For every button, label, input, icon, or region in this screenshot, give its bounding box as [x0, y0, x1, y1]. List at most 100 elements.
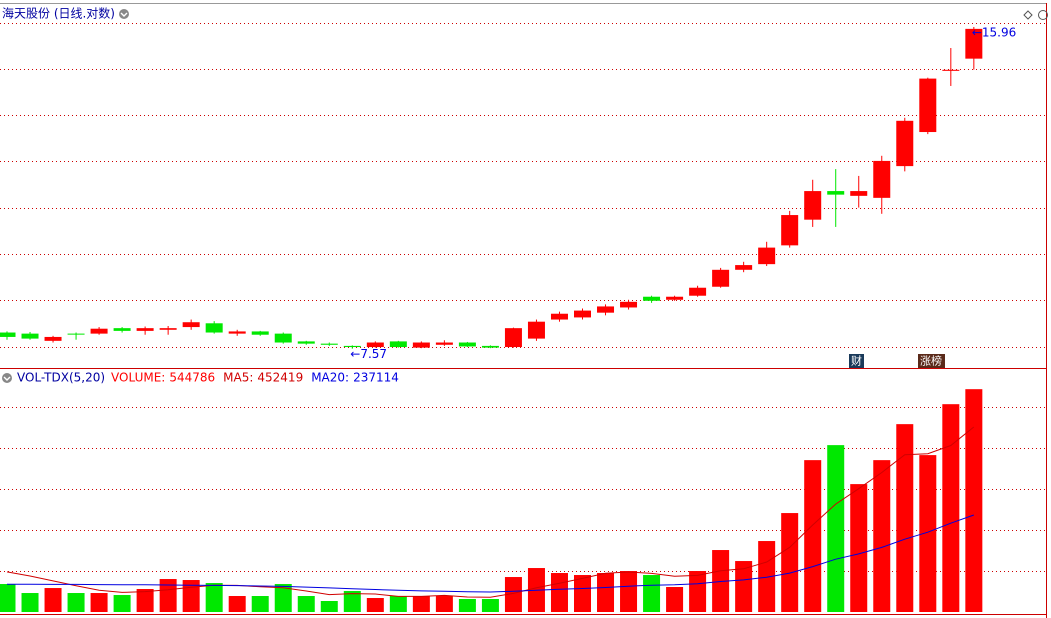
legend-value: 544786 — [169, 371, 215, 385]
candle-body — [113, 328, 131, 331]
volume-bar — [366, 598, 384, 612]
candle-body — [481, 345, 499, 348]
volume-bar — [689, 571, 707, 612]
candle-body — [850, 191, 868, 196]
volume-bar — [136, 589, 154, 612]
candle-body — [67, 333, 85, 335]
ma-line — [6, 426, 975, 598]
candle-body — [942, 69, 960, 71]
legend-value: 237114 — [353, 371, 399, 385]
volume-bar — [389, 596, 407, 612]
candle-body — [251, 331, 269, 335]
volume-bar — [896, 424, 914, 612]
candle-body — [343, 345, 361, 348]
volume-bar — [159, 579, 177, 612]
volume-bar — [343, 591, 361, 612]
candle-body — [873, 160, 891, 198]
candle-body — [643, 296, 661, 301]
candle-body — [689, 287, 707, 296]
settings-icon[interactable] — [1038, 10, 1048, 20]
volume-bar — [274, 584, 292, 612]
candle-body — [205, 323, 223, 333]
volume-bar — [205, 583, 223, 612]
volume-bar — [965, 389, 983, 612]
candle-body — [458, 342, 476, 347]
volume-bar — [21, 593, 39, 612]
chart-title: 海天股份 (日线.对数) — [2, 6, 115, 21]
candle-body — [712, 269, 730, 287]
volume-bar — [90, 593, 108, 612]
candle-body — [297, 341, 315, 344]
price-annotation: ←7.57 — [350, 347, 387, 361]
volume-bar — [481, 598, 499, 612]
title-menu-arrow — [120, 12, 128, 17]
candle-body — [366, 342, 384, 348]
volume-bar — [412, 596, 430, 612]
volume-bar — [0, 584, 16, 612]
diamond-icon[interactable] — [1023, 10, 1033, 20]
candle-body — [804, 191, 822, 220]
volume-title: VOL-TDX(5,20) — [17, 371, 105, 385]
volume-bar — [228, 596, 246, 612]
legend-name: MA5: — [223, 371, 253, 385]
volume-bar — [550, 573, 568, 612]
marker-text: 涨榜 — [920, 354, 942, 368]
legend-value: 452419 — [257, 371, 303, 385]
candle-body — [574, 310, 591, 318]
candle-body — [527, 321, 545, 339]
marker-text: 财 — [851, 354, 862, 368]
volume-bar — [735, 561, 753, 612]
volume-bar — [942, 404, 960, 612]
ma-line — [7, 514, 974, 593]
title-menu-icon[interactable] — [119, 9, 129, 19]
candle-body — [412, 342, 430, 348]
candle-body — [827, 191, 845, 195]
volume-bar — [251, 596, 269, 612]
candle-body — [597, 306, 615, 313]
volume-bar — [666, 587, 684, 612]
candle-body — [274, 333, 292, 343]
candle-body — [44, 336, 62, 341]
candle-body — [136, 328, 154, 331]
candle-body — [965, 28, 983, 59]
volume-bar — [574, 575, 591, 612]
volume-bar — [804, 460, 822, 612]
volume-bar — [297, 596, 315, 612]
volume-bar — [643, 575, 661, 612]
volume-bar — [850, 484, 868, 612]
candle-body — [159, 328, 177, 330]
candle-body — [735, 265, 753, 270]
volume-bar — [620, 571, 638, 612]
volume-bar — [919, 455, 937, 612]
candle-body — [0, 332, 16, 337]
marker-badge[interactable] — [918, 354, 945, 368]
volume-bar — [320, 600, 338, 612]
candle-body — [228, 331, 246, 334]
candle-body — [320, 343, 338, 345]
candle-body — [919, 78, 937, 133]
candle-body — [781, 215, 799, 246]
candle-body — [758, 247, 776, 265]
volume-menu-arrow — [3, 376, 11, 381]
volume-bar — [44, 588, 62, 612]
marker-badge[interactable] — [849, 354, 864, 368]
candle-body — [435, 342, 453, 345]
legend-name: VOLUME: — [111, 371, 165, 385]
legend-name: MA20: — [311, 371, 349, 385]
candle-body — [21, 333, 39, 339]
volume-bar — [827, 445, 845, 612]
candle-body — [504, 328, 522, 348]
volume-menu-icon[interactable] — [2, 373, 12, 383]
volume-bar — [458, 598, 476, 612]
volume-bar — [873, 460, 891, 612]
candle-body — [550, 313, 568, 320]
volume-bar — [504, 577, 522, 612]
candle-body — [90, 328, 108, 334]
candle-body — [896, 120, 914, 167]
volume-bar — [67, 593, 85, 612]
price-annotation: ←15.96 — [972, 25, 1016, 39]
candle-body — [620, 301, 638, 308]
volume-bar — [597, 573, 615, 612]
